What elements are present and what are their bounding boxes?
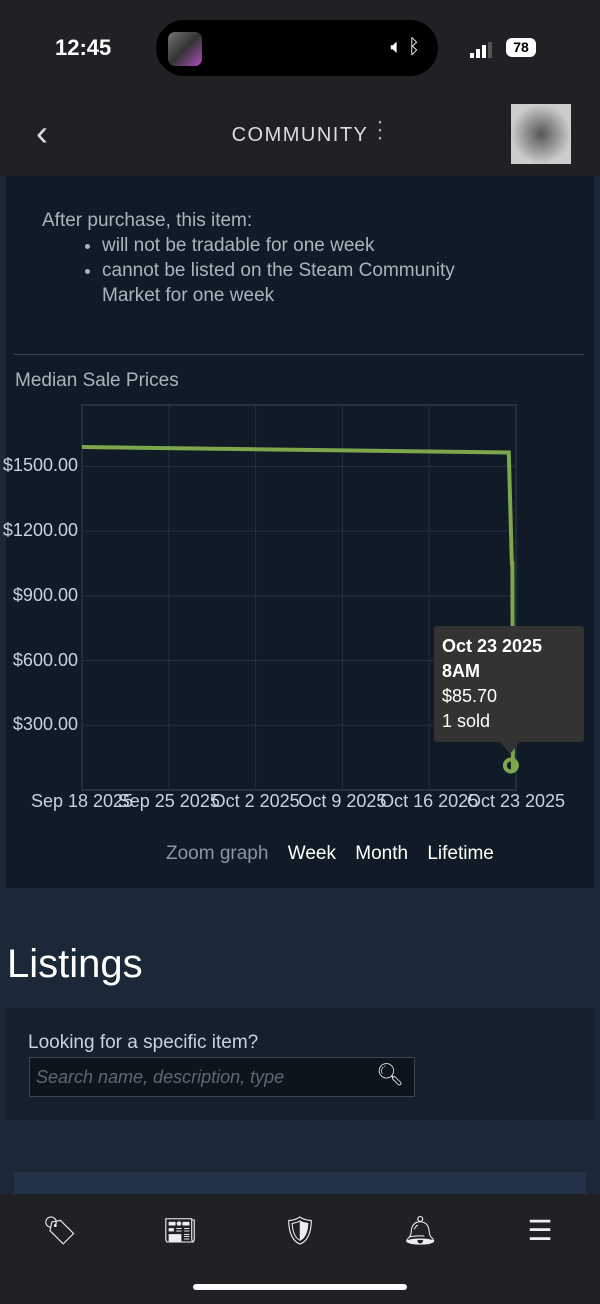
shield-icon[interactable]: 🛡︎ [282,1215,318,1246]
dynamic-island[interactable]: 🔈︎ ᛒ [156,20,438,76]
restriction-item: cannot be listed on the Steam Community … [102,258,492,308]
zoom-lifetime[interactable]: Lifetime [427,843,494,864]
zoom-week[interactable]: Week [287,843,336,864]
x-tick-label: Oct 9 2025 [298,791,387,811]
search-icon[interactable]: 🔍︎ [376,1062,404,1087]
x-tick-label: Oct 16 2025 [380,791,479,811]
tooltip-price: $85.70 [442,686,498,706]
tooltip-sold: 1 sold [442,711,491,731]
x-tick-label: Sep 25 2025 [117,791,220,811]
search-label: Looking for a specific item? [28,1032,259,1053]
restrictions-intro: After purchase, this item: [42,210,253,231]
zoom-controls: Zoom graph Week Month Lifetime [166,843,508,865]
y-tick-label: $1500.00 [2,455,78,476]
zoom-label: Zoom graph [166,843,269,864]
chart-tooltip: Oct 23 2025 8AM $85.70 1 sold [434,626,584,742]
home-indicator[interactable] [193,1284,407,1290]
signal-icon [470,40,494,58]
y-tick-label: $300.00 [12,714,78,735]
purchase-restrictions: After purchase, this item: will not be t… [42,208,492,308]
listings-heading: Listings [7,942,143,986]
battery-icon: 78 [506,38,536,57]
search-input[interactable] [30,1058,368,1096]
menu-icon[interactable]: ☰ [527,1215,553,1246]
back-button[interactable]: ‹ [36,112,48,153]
tooltip-arrow [500,742,520,754]
clock: 12:45 [55,35,112,60]
tooltip-time: 8AM [442,661,481,681]
tooltip-date: Oct 23 2025 [442,636,543,656]
more-options-icon[interactable]: · · · [376,108,384,151]
now-playing-artwork [168,32,202,66]
app-header: ‹ COMMUNITY · · · [0,100,600,176]
highlighted-point [502,757,519,774]
y-tick-label: $600.00 [12,649,78,670]
x-tick-label: Oct 23 2025 [466,791,566,811]
bottom-nav: 🏷︎ 📰︎ 🛡︎ 🔔︎ ☰ [0,1194,600,1304]
tag-icon[interactable]: 🏷︎ [42,1215,78,1246]
news-icon[interactable]: 📰︎ [162,1215,198,1246]
chart-title: Median Sale Prices [15,370,179,391]
divider [14,354,584,355]
y-tick-label: $900.00 [12,584,78,605]
mute-bluetooth-icon: 🔈︎ ᛒ [390,36,420,58]
y-tick-label: $1200.00 [2,520,78,541]
page-title: COMMUNITY [231,124,369,146]
status-bar: 12:45 🔈︎ ᛒ 78 [0,0,600,100]
search-box: 🔍︎ [29,1057,415,1097]
x-tick-label: Sep 18 2025 [30,791,134,811]
restriction-item: will not be tradable for one week [102,233,492,258]
bell-icon[interactable]: 🔔︎ [402,1215,438,1246]
zoom-month[interactable]: Month [355,843,409,864]
x-tick-label: Oct 2 2025 [211,791,300,811]
avatar[interactable] [511,104,571,164]
item-panel [6,176,594,888]
